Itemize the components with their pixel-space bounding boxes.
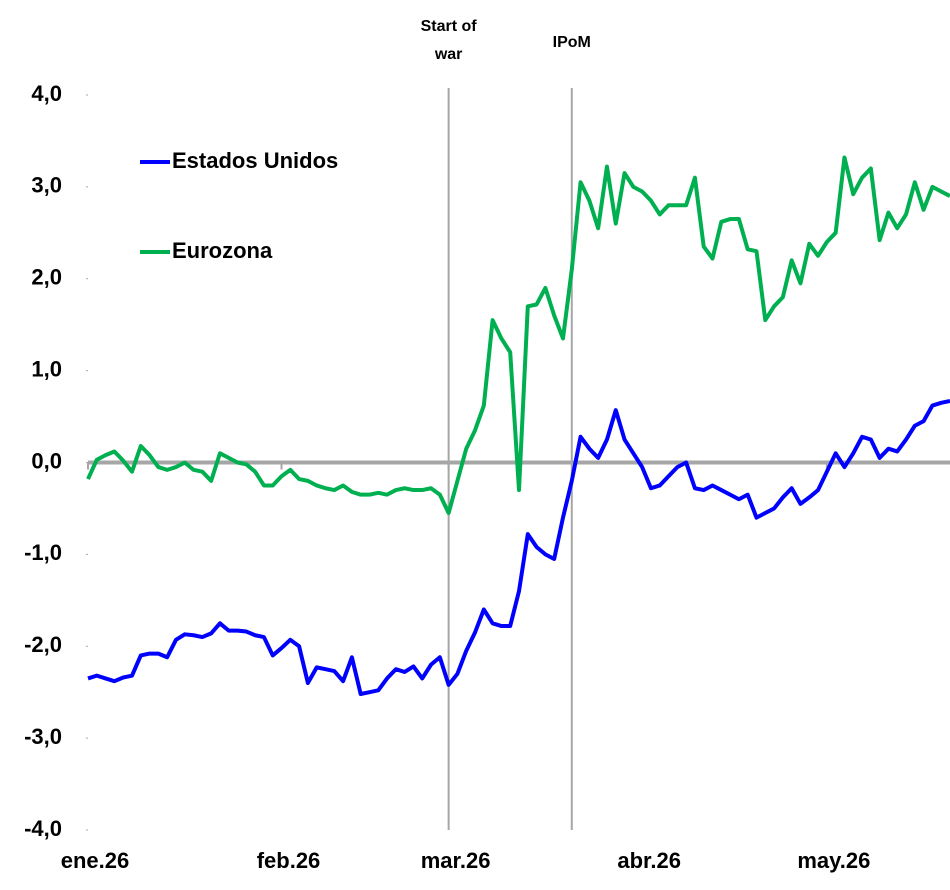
annotation: war <box>434 46 463 63</box>
x-tick-label: feb.26 <box>257 848 321 873</box>
annotation: IPoM <box>553 34 591 51</box>
y-tick-label: -3,0 <box>24 724 62 749</box>
legend-label: Estados Unidos <box>172 148 338 173</box>
y-tick-label: 3,0 <box>31 173 62 198</box>
y-tick-label: -4,0 <box>24 816 62 841</box>
x-tick-label: abr.26 <box>617 848 681 873</box>
annotation: Start of <box>421 18 478 35</box>
series-line <box>87 398 950 697</box>
series-line <box>86 155 950 516</box>
legend-label: Eurozona <box>172 238 273 263</box>
x-tick-label: mar.26 <box>421 848 491 873</box>
y-tick-label: -2,0 <box>24 632 62 657</box>
y-tick-label: 2,0 <box>31 265 62 290</box>
y-tick-label: 1,0 <box>31 356 62 381</box>
x-tick-label: may.26 <box>797 848 870 873</box>
x-tick-label: ene.26 <box>61 848 130 873</box>
y-tick-label: -1,0 <box>24 540 62 565</box>
y-tick-label: 4,0 <box>31 81 62 106</box>
y-tick-label: 0,0 <box>31 448 62 473</box>
